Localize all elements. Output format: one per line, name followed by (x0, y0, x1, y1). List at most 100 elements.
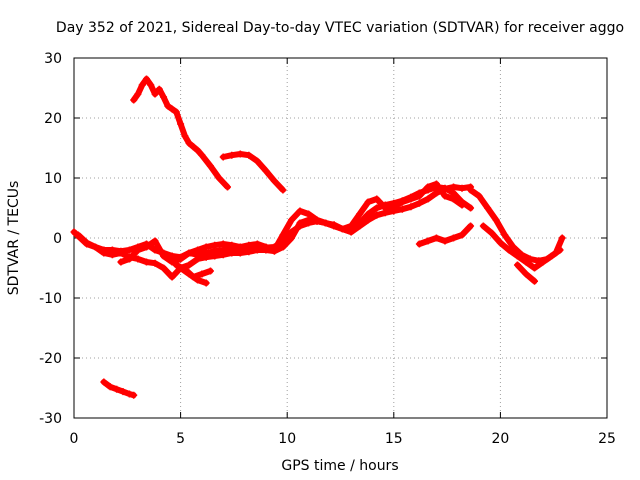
data-point (479, 222, 487, 230)
data-point (330, 222, 338, 230)
data-point (558, 234, 566, 242)
data-point (155, 85, 163, 93)
data-point (117, 258, 125, 266)
data-point (125, 255, 133, 263)
y-tick-label: 30 (44, 51, 62, 67)
data-point (441, 192, 449, 200)
x-tick-label: 0 (70, 431, 79, 447)
data-point (219, 240, 227, 248)
data-point (556, 246, 564, 254)
data-point (198, 151, 206, 159)
data-point (168, 105, 176, 113)
data-point (245, 248, 253, 256)
data-point (185, 261, 193, 269)
data-point (296, 207, 304, 215)
data-point (496, 239, 504, 247)
y-tick-label: -20 (39, 351, 62, 367)
data-point (117, 249, 125, 257)
data-point (458, 184, 466, 192)
data-point (151, 90, 159, 98)
data-point (177, 264, 185, 272)
data-point (172, 108, 180, 116)
data-point (134, 90, 142, 98)
data-point (219, 251, 227, 259)
data-point (106, 383, 114, 391)
data-point (100, 249, 108, 257)
data-point (194, 255, 202, 263)
data-point (287, 216, 295, 224)
data-point (142, 243, 150, 251)
data-point (279, 186, 287, 194)
data-series (70, 75, 566, 399)
data-point (236, 249, 244, 257)
data-point (364, 198, 372, 206)
x-tick-label: 15 (385, 431, 403, 447)
data-point (108, 251, 116, 259)
series-arc-11 (513, 261, 539, 285)
data-point (279, 231, 287, 239)
data-point (356, 219, 364, 227)
y-tick-labels: -30 -20 -10 0 10 20 30 (39, 51, 62, 427)
data-point (373, 211, 381, 219)
data-point (211, 241, 219, 249)
data-point (475, 192, 483, 200)
data-point (381, 204, 389, 212)
series-arc-12 (100, 378, 138, 399)
data-point (113, 385, 121, 393)
data-point (189, 143, 197, 151)
data-point (119, 388, 127, 396)
data-point (347, 228, 355, 236)
data-point (253, 240, 261, 248)
data-point (185, 270, 193, 278)
data-point (224, 183, 232, 191)
data-point (424, 195, 432, 203)
axis-ticks (73, 57, 608, 419)
data-point (501, 231, 509, 239)
data-point (142, 258, 150, 266)
data-point (262, 167, 270, 175)
series-line (177, 265, 210, 286)
data-point (505, 246, 513, 254)
data-point (270, 246, 278, 254)
data-point (185, 139, 193, 147)
data-point (322, 219, 330, 227)
series-arc-5 (117, 180, 466, 266)
data-point (125, 390, 133, 398)
data-point (296, 219, 304, 227)
data-point (539, 258, 547, 266)
series-arc-1 (130, 75, 232, 191)
data-point (151, 237, 159, 245)
data-point (415, 192, 423, 200)
data-point (215, 174, 223, 182)
grid (74, 58, 607, 418)
data-point (279, 243, 287, 251)
data-point (142, 75, 150, 83)
data-point (449, 183, 457, 191)
data-point (467, 186, 475, 194)
data-point (415, 240, 423, 248)
data-point (432, 180, 440, 188)
data-point (531, 264, 539, 272)
data-point (513, 252, 521, 260)
data-point (194, 246, 202, 254)
data-point (228, 249, 236, 257)
data-point (253, 246, 261, 254)
data-point (181, 132, 189, 140)
data-point (253, 157, 261, 165)
data-point (177, 255, 185, 263)
data-point (202, 279, 210, 287)
data-point (160, 264, 168, 272)
data-point (441, 237, 449, 245)
data-point (245, 151, 253, 159)
data-point (484, 204, 492, 212)
data-point (407, 203, 415, 211)
data-point (509, 243, 517, 251)
data-point (206, 162, 214, 170)
data-point (458, 231, 466, 239)
data-point (407, 195, 415, 203)
data-point (130, 96, 138, 104)
data-point (236, 150, 244, 158)
data-point (194, 276, 202, 284)
plot-frame (73, 57, 608, 419)
data-point (449, 195, 457, 203)
